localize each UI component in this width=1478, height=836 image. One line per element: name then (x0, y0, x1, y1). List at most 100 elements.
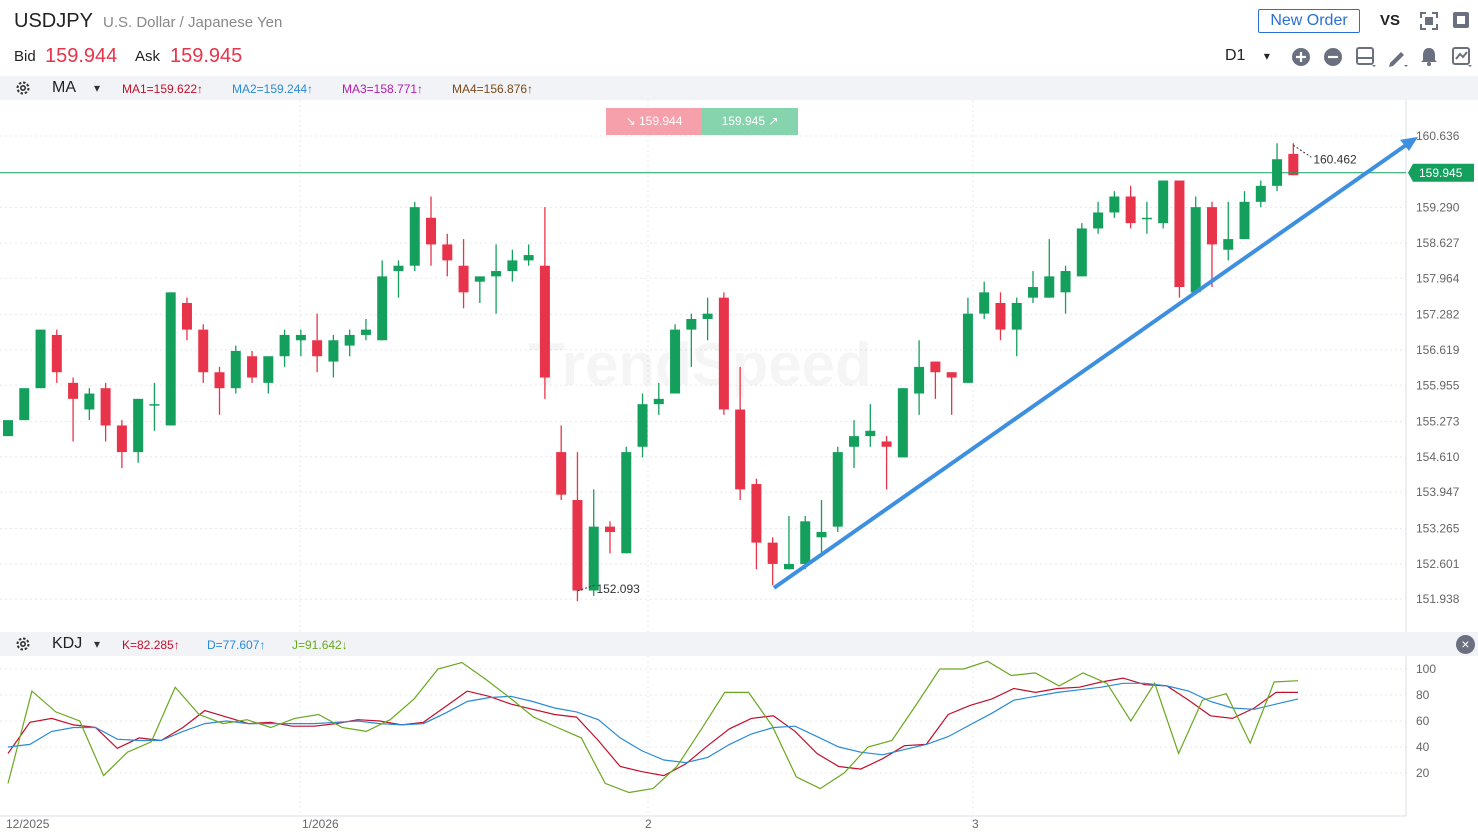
candle (474, 276, 485, 303)
current-price-tag: 159.945 (1408, 163, 1474, 182)
candle (1044, 239, 1055, 298)
ask-label: Ask (135, 48, 161, 65)
kdj-d-line (7, 682, 1299, 764)
candle (653, 382, 664, 415)
close-kdj-icon[interactable]: × (1456, 635, 1475, 654)
indicator-chart-icon[interactable] (1451, 46, 1473, 68)
y-tick-label: 155.273 (1416, 415, 1460, 429)
candle (1190, 196, 1201, 293)
candle (344, 329, 355, 357)
candle (604, 521, 615, 554)
candle (51, 329, 62, 383)
ma-indicator-name[interactable]: MA (52, 79, 76, 96)
candle (312, 313, 323, 373)
y-tick-label: 160.636 (1416, 129, 1460, 143)
candle (637, 393, 648, 458)
candle (377, 260, 388, 341)
candle (100, 382, 111, 442)
candle (735, 366, 746, 501)
y-tick-label: 152.601 (1416, 557, 1460, 571)
kdj-settings-gear-icon[interactable] (15, 636, 31, 652)
symbol-description: U.S. Dollar / Japanese Yen (103, 14, 283, 31)
candle (181, 297, 192, 341)
chart-type-icon[interactable] (1451, 10, 1471, 30)
ma-chevron-down-icon[interactable]: ▾ (94, 81, 101, 95)
quick-sell-button[interactable]: ↘ 159.944 (606, 108, 702, 135)
alert-bell-icon[interactable] (1419, 46, 1441, 68)
kdj-indicator-name[interactable]: KDJ (52, 635, 83, 652)
candle (214, 366, 225, 415)
candle (539, 207, 550, 399)
candle (995, 292, 1006, 341)
y-tick-label: 156.619 (1416, 343, 1460, 357)
candle (767, 537, 778, 586)
candle (1174, 180, 1185, 298)
y-tick-label: 159.290 (1416, 201, 1460, 215)
trendline-arrow[interactable] (772, 136, 1418, 590)
layout-icon[interactable] (1355, 46, 1377, 68)
candle (1109, 191, 1120, 218)
kdj-chart[interactable]: 100 80 60 40 20 12/2025 1/2026 2 3 (0, 656, 1478, 836)
candle (247, 350, 258, 383)
candle (979, 281, 990, 319)
draw-pencil-icon[interactable] (1387, 46, 1409, 68)
y-tick-label: 158.627 (1416, 236, 1460, 250)
quick-buy-button[interactable]: 159.945 ↗ (702, 108, 798, 135)
kdj-j-line (7, 660, 1299, 794)
zoom-out-icon[interactable] (1323, 47, 1343, 67)
symbol-title: USDJPY (14, 10, 93, 32)
ma1-value: MA1=159.622↑ (122, 82, 204, 96)
x-tick-label: 3 (972, 817, 979, 831)
kdj-y-tick-label: 60 (1416, 714, 1430, 728)
candle (133, 398, 144, 463)
y-tick-label: 153.265 (1416, 522, 1460, 536)
candle (946, 372, 957, 415)
price-chart[interactable]: TrendSpeed 160.462 152.093 160.636 159.290… (0, 100, 1478, 632)
ma2-value: MA2=159.244↑ (232, 82, 314, 96)
candle (702, 297, 713, 341)
candle (523, 244, 534, 266)
new-order-button[interactable]: New Order (1258, 9, 1360, 33)
candle (800, 515, 811, 570)
watermark-text: TrendSpeed (528, 331, 871, 398)
candle (1272, 143, 1283, 192)
candle (832, 446, 843, 532)
candle (1028, 271, 1039, 303)
candle (409, 201, 420, 272)
kdj-y-tick-label: 80 (1416, 688, 1430, 702)
candle (816, 500, 827, 554)
kdj-chevron-down-icon[interactable]: ▾ (94, 637, 101, 651)
ma-indicator-bar (0, 76, 1478, 100)
candle (1076, 223, 1087, 277)
kdj-j-value: J=91.642↓ (292, 638, 348, 652)
candle (1093, 201, 1104, 234)
kdj-y-tick-label: 40 (1416, 740, 1430, 754)
candle (849, 420, 860, 469)
compare-vs-button[interactable]: VS (1380, 12, 1401, 29)
fullscreen-icon[interactable] (1419, 11, 1439, 31)
candle (360, 318, 371, 341)
ma3-value: MA3=158.771↑ (342, 82, 424, 96)
candle (393, 260, 404, 298)
candle (507, 249, 518, 282)
candle (491, 244, 502, 314)
svg-text:159.945: 159.945 (1419, 166, 1463, 180)
timeframe-select[interactable]: D1 ▾ (1225, 47, 1270, 65)
kdj-k-value: K=82.285↑ (122, 638, 180, 652)
candle (1255, 180, 1266, 208)
ma-settings-gear-icon[interactable] (15, 80, 31, 96)
candle (718, 292, 729, 415)
candle (556, 425, 567, 501)
candle (751, 478, 762, 570)
ask-value: 159.945 (170, 45, 243, 67)
candle (1239, 191, 1250, 240)
zoom-in-icon[interactable] (1291, 47, 1311, 67)
candle (686, 313, 697, 367)
candle (621, 446, 632, 554)
timeframe-value: D1 (1225, 47, 1246, 64)
candle (3, 420, 13, 437)
candle (279, 329, 290, 367)
candle (962, 297, 973, 383)
kdj-d-value: D=77.607↑ (207, 638, 266, 652)
high-price-label: 160.462 (1313, 152, 1357, 166)
